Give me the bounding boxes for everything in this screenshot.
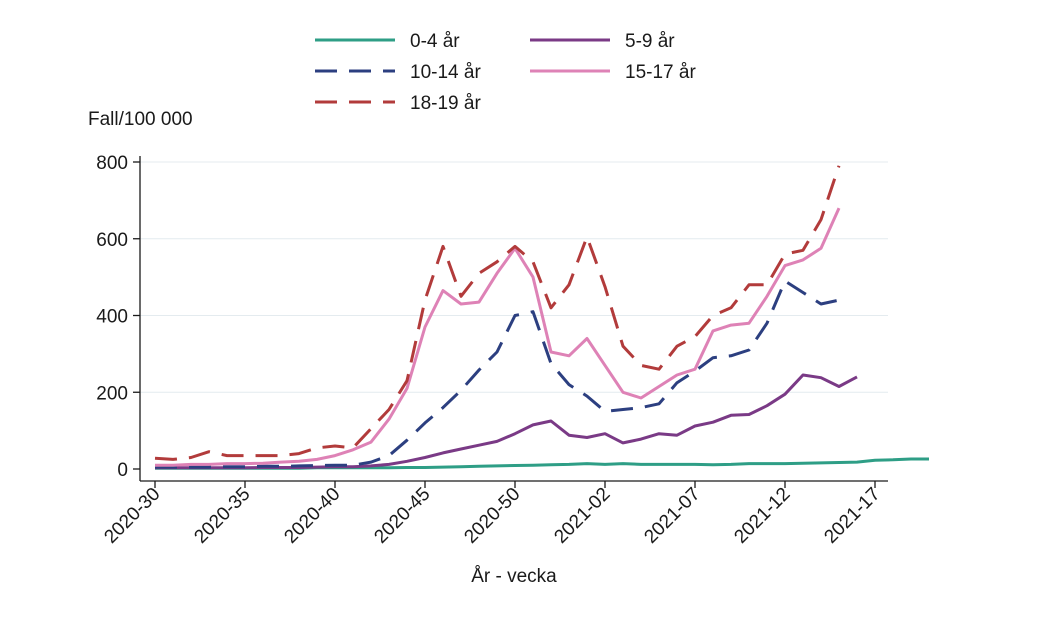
y-tick-label-0: 0 <box>117 460 128 481</box>
series-line-4 <box>154 165 841 461</box>
series-lines <box>154 165 929 470</box>
legend-label-2: 10-14 år <box>410 62 481 83</box>
y-tick-label-400: 400 <box>96 307 128 328</box>
axes: 0 200 400 600 800 2020-30 2020-35 2020-40 2020-4… <box>96 153 888 548</box>
x-tick-label-2020-45: 2020-45 <box>370 484 434 548</box>
legend-label-1: 5-9 år <box>625 31 675 52</box>
x-axis-title: År - vecka <box>471 566 557 587</box>
series-line-2 <box>155 279 840 469</box>
x-tick-label-2021-02: 2021-02 <box>550 484 614 548</box>
x-tick-label-2020-40: 2020-40 <box>280 484 344 548</box>
series-line-1 <box>155 373 858 470</box>
x-tick-label-2021-12: 2021-12 <box>730 484 794 548</box>
x-tick-label-2020-30: 2020-30 <box>100 484 164 548</box>
cropped-caption-strip <box>0 0 1058 14</box>
gridlines <box>140 161 888 393</box>
series-line-3 <box>155 207 841 467</box>
y-tick-label-200: 200 <box>96 383 128 404</box>
x-tick-label-2020-35: 2020-35 <box>190 484 254 548</box>
y-axis-title: Fall/100 000 <box>88 109 193 130</box>
x-tick-label-2020-50: 2020-50 <box>460 484 524 548</box>
legend-label-0: 0-4 år <box>410 31 460 52</box>
y-tick-label-800: 800 <box>96 153 128 174</box>
x-tick-label-2021-07: 2021-07 <box>640 484 704 548</box>
legend-label-3: 15-17 år <box>625 62 696 83</box>
x-tick-label-2021-17: 2021-17 <box>820 484 884 548</box>
legend-label-4: 18-19 år <box>410 93 481 114</box>
y-tick-label-600: 600 <box>96 230 128 251</box>
legend: 0-4 år 5-9 år 10-14 år 15-17 år 18-19 år <box>315 31 696 114</box>
